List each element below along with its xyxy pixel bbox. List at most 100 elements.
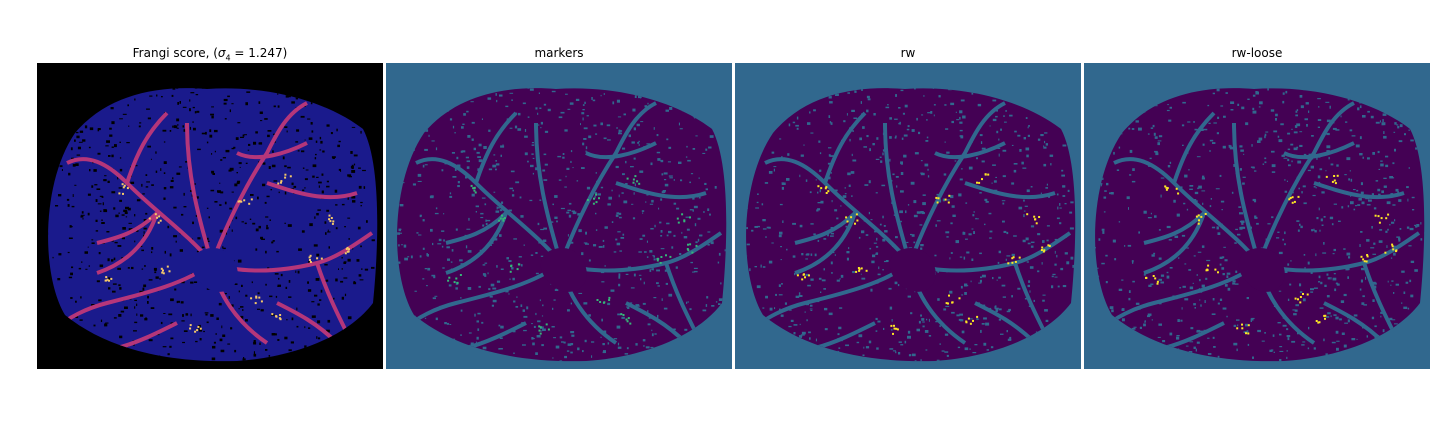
highlight-pixel <box>984 173 987 176</box>
highlight-pixel <box>1365 260 1368 263</box>
highlight-pixel <box>1165 188 1168 191</box>
highlight-pixel <box>105 276 108 279</box>
highlight-pixel <box>517 263 520 266</box>
highlight-pixel <box>1012 256 1015 259</box>
highlight-pixel <box>1299 301 1302 304</box>
highlight-pixel <box>1294 297 1297 300</box>
highlight-pixel <box>126 187 129 190</box>
highlight-pixel <box>1026 213 1029 216</box>
highlight-pixel <box>969 322 972 325</box>
highlight-pixel <box>1197 214 1200 217</box>
highlight-pixel <box>593 197 595 200</box>
highlight-pixel <box>1377 215 1380 218</box>
highlight-pixel <box>1318 321 1321 324</box>
highlight-pixel <box>1007 262 1010 265</box>
highlight-pixel <box>850 216 853 219</box>
highlight-pixel <box>856 219 859 222</box>
highlight-pixel <box>893 324 895 327</box>
retina-disc <box>48 88 378 362</box>
vessel <box>185 122 214 264</box>
retina-disc <box>397 88 727 362</box>
highlight-pixel <box>121 183 124 186</box>
highlight-pixel <box>801 278 804 281</box>
vessel <box>1143 211 1206 245</box>
panel-frangi <box>37 63 383 369</box>
highlight-pixel <box>1247 324 1250 327</box>
highlight-pixel <box>123 184 126 187</box>
vessel <box>1102 261 1261 330</box>
panel-markers <box>386 63 732 369</box>
highlight-pixel <box>1164 185 1167 188</box>
highlight-pixel <box>854 222 856 225</box>
highlight-pixel <box>1247 332 1250 335</box>
highlight-pixel <box>1245 332 1247 335</box>
highlight-pixel <box>308 256 311 259</box>
vessel <box>794 211 857 245</box>
highlight-pixel <box>802 273 805 276</box>
highlight-pixel <box>687 243 689 246</box>
highlight-pixel <box>824 187 827 190</box>
highlight-pixel <box>976 181 978 184</box>
highlight-pixel <box>1018 256 1021 259</box>
highlight-pixel <box>608 296 611 299</box>
highlight-pixel <box>845 216 848 219</box>
vessel <box>883 122 912 264</box>
highlight-pixel <box>681 213 684 216</box>
highlight-pixel <box>987 173 990 176</box>
highlight-pixel <box>194 330 197 333</box>
highlight-pixel <box>510 264 513 267</box>
highlight-pixel <box>1306 293 1309 296</box>
highlight-pixel <box>947 302 949 305</box>
highlight-pixel <box>1323 314 1326 317</box>
highlight-pixel <box>255 296 258 299</box>
vessel <box>404 261 563 330</box>
highlight-pixel <box>509 270 512 273</box>
highlight-pixel <box>592 202 595 205</box>
vessel <box>1362 262 1396 334</box>
highlight-pixel <box>1043 249 1046 252</box>
highlight-pixel <box>846 220 849 223</box>
retina-texture <box>397 88 727 362</box>
highlight-pixel <box>893 327 896 330</box>
highlight-pixel <box>686 248 689 250</box>
highlight-pixel <box>1204 213 1207 215</box>
highlight-pixel <box>1288 198 1291 201</box>
vessel <box>823 111 867 184</box>
highlight-pixel <box>1362 258 1365 261</box>
highlight-pixel <box>1154 277 1157 280</box>
highlight-pixel <box>948 294 950 297</box>
highlight-pixel <box>502 219 505 222</box>
highlight-pixel <box>547 328 550 331</box>
highlight-pixel <box>118 192 121 195</box>
highlight-pixel <box>156 216 159 219</box>
highlight-pixel <box>1380 217 1383 220</box>
highlight-pixel <box>599 301 602 303</box>
highlight-pixel <box>330 217 333 219</box>
highlight-pixel <box>1333 175 1336 177</box>
highlight-pixel <box>539 332 542 335</box>
highlight-pixel <box>309 259 311 261</box>
highlight-pixel <box>271 313 274 316</box>
highlight-pixel <box>237 200 240 203</box>
highlight-pixel <box>453 281 456 284</box>
highlight-pixel <box>1392 248 1395 251</box>
highlight-pixel <box>250 198 253 201</box>
highlight-pixel <box>1217 271 1219 274</box>
highlight-pixel <box>978 181 981 184</box>
highlight-pixel <box>309 254 312 257</box>
highlight-pixel <box>1198 219 1200 222</box>
highlight-pixel <box>689 243 692 246</box>
vessel <box>764 157 912 265</box>
highlight-pixel <box>1048 245 1051 247</box>
vessel <box>236 141 308 160</box>
highlight-pixel <box>1297 298 1299 301</box>
highlight-pixel <box>106 278 109 281</box>
highlight-pixel <box>1034 218 1037 221</box>
highlight-pixel <box>636 180 639 183</box>
highlight-pixel <box>659 261 662 264</box>
panel-rw <box>735 63 1081 369</box>
highlight-pixel <box>676 217 679 220</box>
highlight-pixel <box>944 198 947 201</box>
highlight-pixel <box>951 301 954 304</box>
optic-disc <box>1238 248 1285 292</box>
